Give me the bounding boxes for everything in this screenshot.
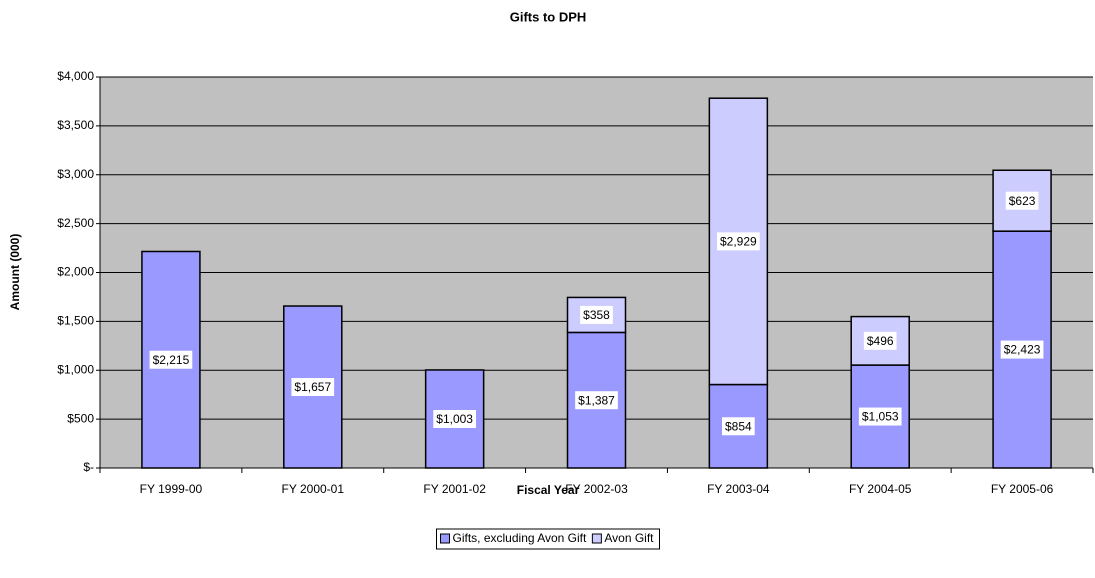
x-tick-label: FY 2004-05	[849, 482, 912, 496]
data-label-bg	[433, 409, 476, 428]
data-label: $2,929	[720, 235, 757, 249]
y-tick-label: $4,000	[57, 69, 94, 83]
data-label-bg	[580, 305, 613, 324]
data-label: $358	[583, 308, 610, 322]
x-tick-label: FY 2002-03	[565, 482, 628, 496]
legend-label: Avon Gift	[604, 531, 654, 545]
y-tick-label: $3,000	[57, 167, 94, 181]
data-label-bg	[149, 350, 193, 369]
y-tick-label: $1,500	[57, 314, 94, 328]
y-tick-label: $1,000	[57, 362, 94, 376]
legend-swatch	[591, 533, 602, 544]
data-label-bg	[717, 232, 760, 251]
y-tick-label: $-	[83, 460, 94, 474]
x-tick-label: FY 2003-04	[707, 482, 770, 496]
data-label: $1,387	[578, 393, 615, 407]
data-label: $623	[1009, 194, 1036, 208]
x-tick-label: FY 2001-02	[423, 482, 486, 496]
data-label: $496	[867, 334, 894, 348]
data-label-bg	[291, 378, 335, 397]
data-label: $1,657	[294, 380, 331, 394]
x-axis-label: Fiscal Year	[517, 483, 580, 497]
data-label-bg	[1000, 340, 1044, 359]
data-label-bg	[858, 407, 902, 426]
legend-swatch	[440, 533, 450, 544]
y-tick-label: $3,500	[57, 118, 94, 132]
y-tick-label: $2,000	[57, 265, 94, 279]
data-label-bg	[722, 417, 755, 436]
data-label-bg	[575, 391, 618, 410]
data-label: $854	[725, 419, 752, 433]
chart-title: Gifts to DPH	[510, 9, 587, 24]
y-tick-label: $2,500	[57, 216, 94, 230]
data-label-bg	[863, 331, 897, 350]
data-label-bg	[1005, 191, 1039, 210]
data-label: $1,053	[862, 410, 899, 424]
x-tick-label: FY 1999-00	[140, 482, 203, 496]
data-label: $2,215	[153, 353, 190, 367]
data-label: $2,423	[1004, 343, 1041, 357]
x-tick-label: FY 2005-06	[991, 482, 1054, 496]
legend-box	[436, 528, 660, 550]
y-tick-label: $500	[67, 411, 94, 425]
legend-label: Gifts, excluding Avon Gift	[453, 531, 588, 545]
y-axis-label: Amount (000)	[8, 234, 22, 311]
x-tick-label: FY 2000-01	[282, 482, 345, 496]
data-label: $1,003	[436, 412, 473, 426]
